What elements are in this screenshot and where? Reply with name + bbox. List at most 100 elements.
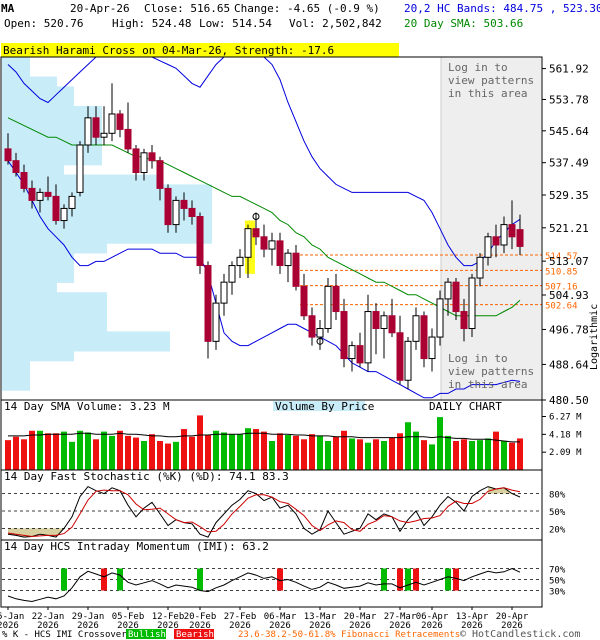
header-high: High: 524.48 (112, 17, 191, 30)
candle-body (492, 236, 500, 246)
x-tick-date: 06-Mar (264, 612, 297, 622)
login-note-top: Log in to view patterns in this area (448, 61, 534, 100)
fibonacci-label: 502.64 (545, 302, 578, 312)
volume-bar (109, 435, 115, 470)
fibonacci-label: 507.16 (545, 283, 578, 293)
volume-bar (349, 438, 355, 470)
volume-bar (61, 431, 67, 470)
x-tick-date: 27-Feb (224, 612, 257, 622)
x-tick-year: 2026 (349, 621, 371, 631)
candle-body (324, 285, 332, 330)
x-axis: 15-Jan202622-Jan202629-Jan202605-Feb2026… (0, 607, 529, 631)
volume-by-price-bar (2, 243, 107, 254)
x-tick-date: 15-Jan (0, 612, 24, 622)
sma-label: 20 Day SMA: 503.66 (404, 17, 523, 30)
volume-bar (125, 435, 131, 470)
volume-by-price-bar (2, 370, 30, 381)
candle-body (348, 345, 356, 360)
x-tick-year: 2026 (189, 621, 211, 631)
volume-bar (301, 439, 307, 470)
candle-body (116, 113, 124, 130)
header-vol: Vol: 2,502,842 (289, 17, 382, 30)
volume-bar (245, 428, 251, 470)
volume-bar (133, 437, 139, 470)
header-change: Change: -4.65 (-0.9 %) (234, 2, 380, 15)
candle-body (204, 265, 212, 342)
candle-body (460, 311, 468, 330)
volume-bar (469, 441, 475, 470)
candle-body (420, 315, 428, 360)
volume-bar (29, 430, 35, 470)
candle-body (148, 152, 156, 162)
volume-bar (293, 435, 299, 470)
price-y-tick-label: 545.64 (549, 125, 589, 138)
volume-bar (45, 433, 51, 470)
volume-by-price-bar (2, 86, 74, 97)
candle-body (340, 311, 348, 360)
volume-by-price-bar (2, 282, 57, 293)
volume-bar (157, 441, 163, 470)
candle-body (300, 285, 308, 317)
candle-body (372, 311, 380, 330)
volume-bar (261, 431, 267, 470)
candle-body (516, 229, 524, 247)
volume-by-price-bar (2, 164, 64, 176)
price-panel: 514.57 510.85 507.16 502.64 561.92 553.78 545.… (2, 56, 589, 407)
volume-bar (365, 442, 371, 470)
momentum-label: 14 Day HCS Intraday Momentum (IMI): 63.2 (4, 540, 269, 553)
x-tick-year: 2026 (0, 621, 19, 631)
momentum-panel: 70%50%30% (2, 566, 566, 603)
x-tick-year: 2026 (389, 621, 411, 631)
header-low: Low: 514.54 (199, 17, 272, 30)
volume-bar (197, 415, 203, 470)
x-tick-date: 06-Apr (416, 612, 449, 622)
volume-bar (285, 435, 291, 470)
candle-body (164, 187, 172, 226)
volume-by-price-bar (2, 194, 212, 205)
x-tick-year: 2026 (269, 621, 291, 631)
volume-bar (341, 430, 347, 470)
x-tick-date: 13-Apr (456, 612, 489, 622)
x-tick-date: 05-Feb (112, 612, 145, 622)
volume-bar (429, 444, 435, 470)
candle-body (108, 113, 116, 134)
candle-body (476, 256, 484, 279)
candle-body (228, 265, 236, 283)
candle-body (436, 298, 444, 338)
fibonacci-label: 510.85 (545, 267, 578, 277)
candle-body (84, 117, 92, 146)
candle-body (468, 277, 476, 330)
candle-body (196, 216, 204, 267)
stochastic-label: 14 Day Fast Stochastic (%K) (%D): 74.1 8… (4, 470, 289, 483)
candle-body (132, 148, 140, 174)
volume-bar (77, 430, 83, 470)
volume-bar (173, 441, 179, 470)
crossover-marker (381, 568, 387, 591)
volume-by-price-bar (2, 155, 102, 166)
momentum-line (7, 567, 521, 603)
volume-y-tick-label: 6.27 M (549, 413, 582, 423)
volume-bar (141, 441, 147, 470)
volume-bar (413, 431, 419, 470)
crossover-marker (101, 568, 107, 591)
x-tick-year: 2026 (37, 621, 59, 631)
candle-body (220, 281, 228, 304)
x-tick-year: 2026 (117, 621, 139, 631)
price-y-tick-label: 513.07 (549, 255, 589, 268)
volume-bar (277, 433, 283, 470)
x-tick-year: 2026 (157, 621, 179, 631)
volume-panel: 6.27 M 4.18 M 2.09 M (5, 413, 582, 470)
volume-y-tick-label: 2.09 M (549, 448, 582, 458)
bearish-legend-bg (174, 629, 214, 639)
sma-line (7, 117, 521, 317)
volume-by-price-bar (2, 233, 212, 244)
volume-bar (501, 441, 507, 470)
crossover-marker (197, 568, 203, 591)
volume-by-price-label: Volume By Price (275, 400, 374, 413)
candle-body (452, 281, 460, 313)
candle-body (356, 345, 364, 364)
volume-bar (389, 437, 395, 470)
bearish-legend: Bearish (176, 630, 214, 640)
stochastic-d-line (7, 487, 521, 538)
candle-body (388, 315, 396, 334)
